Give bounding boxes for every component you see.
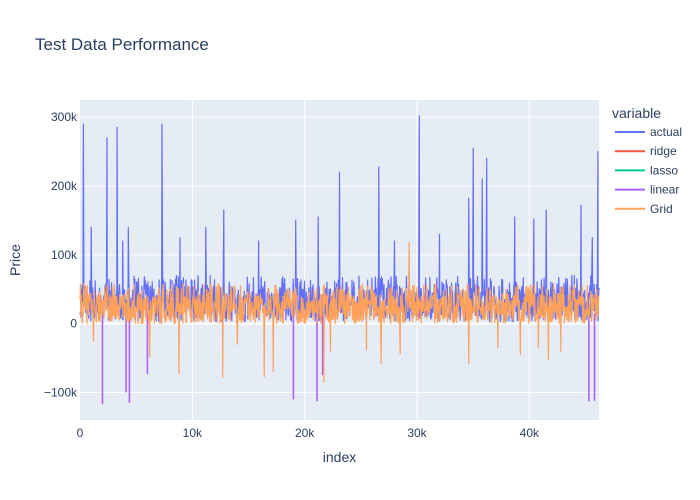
chart-title: Test Data Performance <box>35 35 209 54</box>
legend-label-ridge[interactable]: ridge <box>650 144 677 158</box>
y-tick-label: 300k <box>51 110 78 124</box>
legend: variable actual ridge lasso linear Grid <box>612 105 682 216</box>
legend-label-lasso[interactable]: lasso <box>650 163 678 177</box>
x-tick-label: 20k <box>295 426 315 440</box>
y-tick-label: 0 <box>70 317 77 331</box>
series-layer <box>79 115 600 405</box>
x-tick-label: 0 <box>77 426 84 440</box>
y-tick-label: −100k <box>44 385 78 399</box>
legend-label-grid[interactable]: Grid <box>650 202 673 216</box>
legend-label-linear[interactable]: linear <box>650 183 679 197</box>
y-axis: −100k 0 100k 200k 300k <box>44 110 78 399</box>
x-tick-label: 10k <box>183 426 203 440</box>
y-axis-title: Price <box>7 244 23 276</box>
legend-title: variable <box>612 105 661 121</box>
series-line-grid <box>79 241 600 383</box>
y-tick-label: 100k <box>51 248 78 262</box>
y-tick-label: 200k <box>51 179 78 193</box>
x-tick-label: 30k <box>407 426 427 440</box>
legend-label-actual[interactable]: actual <box>650 125 682 139</box>
x-axis: 0 10k 20k 30k 40k <box>77 426 540 440</box>
x-axis-title: index <box>323 449 356 465</box>
x-tick-label: 40k <box>520 426 540 440</box>
